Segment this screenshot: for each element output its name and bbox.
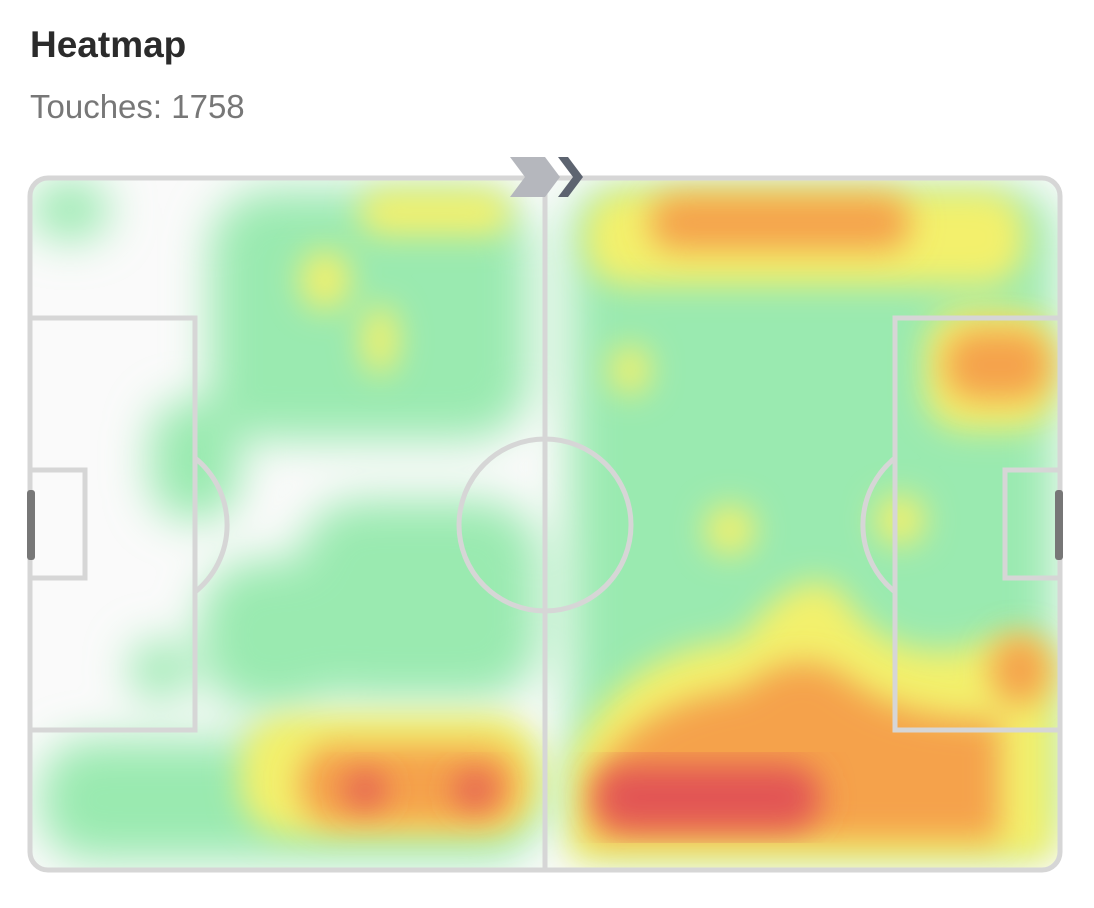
attack-direction	[510, 157, 583, 197]
right-goal	[1055, 490, 1063, 560]
card-title: Heatmap	[30, 24, 187, 65]
touches-count: Touches: 1758	[30, 88, 245, 125]
left-goal	[27, 490, 35, 560]
heat-peak	[345, 765, 820, 830]
